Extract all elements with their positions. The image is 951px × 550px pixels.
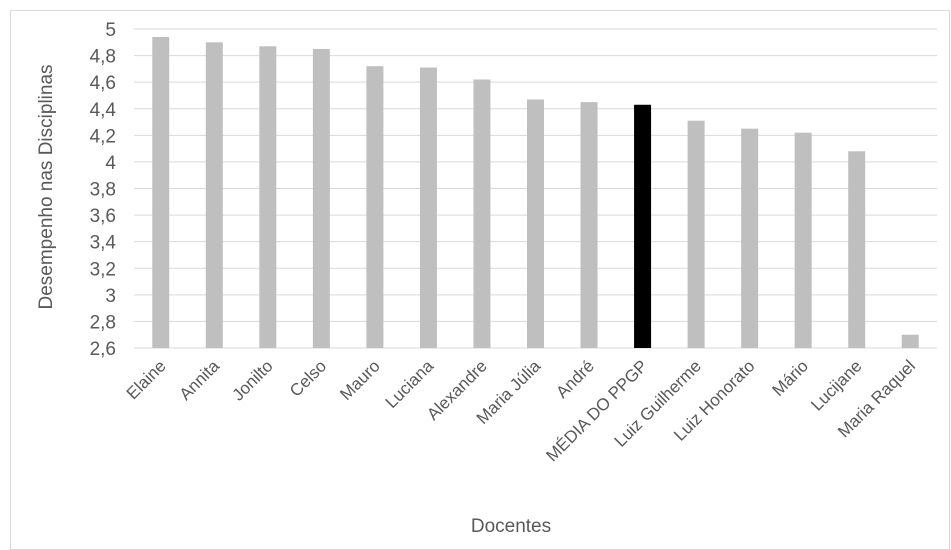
bar [473,79,491,348]
y-tick-label: 2,6 [90,339,116,360]
x-axis-title: Docentes [471,516,551,537]
y-tick-label: 4,6 [90,73,116,94]
bar [741,128,759,348]
y-tick-label: 4 [105,153,116,174]
x-category-labels: Elaine Annita Jonilto Celso MauroLucianaAlex… [123,356,919,465]
bar [527,99,544,348]
bar [205,42,223,349]
bar [152,36,170,348]
bar [366,66,384,348]
bar [901,334,919,348]
bar [848,151,866,348]
x-category-label: Celso [286,356,330,400]
bar [580,102,598,349]
y-tick-label: 3,6 [90,206,116,227]
bar [634,104,652,348]
y-tick-label: 3,2 [90,259,116,280]
y-axis-title: Desempenho nas Disciplinas [36,64,57,309]
bars [152,36,919,349]
y-tick-label: 4,2 [90,126,116,147]
x-category-label: Elaine [123,356,170,403]
y-tick-label: 4,4 [90,100,117,121]
bar [259,46,277,348]
y-tick-labels: 2,6 2,8 3 3,2 3,4 3,6 3,8 4 4,2 4,4 4,6 4,8 5 [90,20,117,360]
y-tick-label: 3 [105,286,116,307]
bar-chart: 2,6 2,8 3 3,2 3,4 3,6 3,8 4 4,2 4,4 4,6 4,8 5 Elaine… [36,20,937,537]
x-category-label: Mário [768,356,811,399]
x-category-label: MÉDIA DO PPGP [542,356,651,465]
x-category-label: Mauro [336,356,384,404]
x-category-label: Annita [176,356,224,404]
x-category-label: André [552,356,598,402]
y-tick-label: 3,8 [90,180,116,201]
y-tick-label: 3,4 [90,233,117,254]
bar [419,67,437,348]
x-category-label: Jonilto [228,356,276,404]
y-tick-label: 4,8 [90,47,116,68]
y-tick-label: 2,8 [90,312,116,333]
bar [312,48,330,348]
bar [687,120,705,349]
y-tick-label: 5 [105,20,116,41]
bar [794,132,812,348]
